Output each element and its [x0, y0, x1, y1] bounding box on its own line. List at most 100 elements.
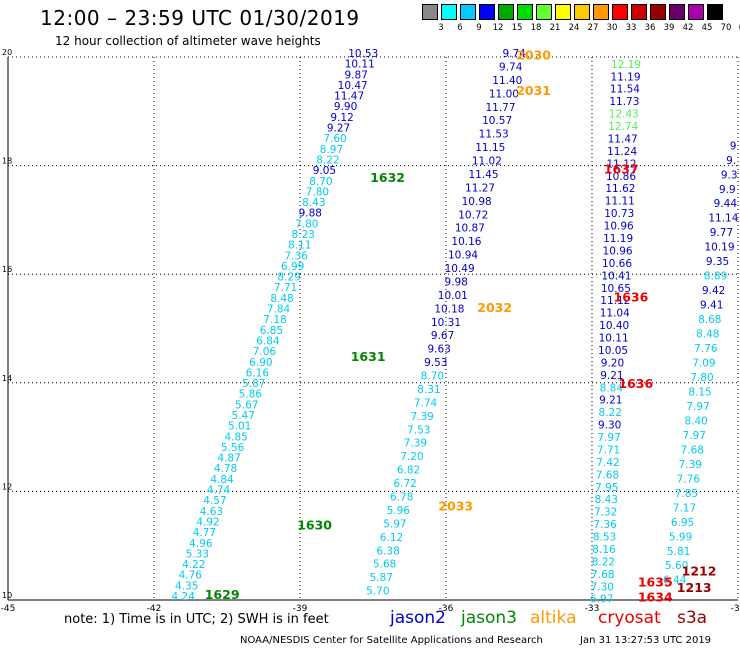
legend-swatch [422, 4, 438, 20]
pass-label: 1212 [682, 564, 717, 579]
pass-label: 1632 [370, 170, 405, 185]
swh-value: 5.70 [366, 586, 389, 598]
swh-value: 5.33 [186, 548, 209, 560]
swh-value: 8.43 [302, 197, 325, 209]
legend-label: 30 [606, 23, 618, 33]
swh-value: 9.87 [345, 69, 368, 81]
swh-value: 4.76 [179, 570, 203, 582]
swh-value: 6.12 [380, 532, 403, 544]
swh-value: 7.60 [323, 133, 346, 145]
swh-value: 11.00 [489, 88, 519, 100]
legend-swatch [650, 4, 666, 20]
pass-label: 1634 [638, 590, 673, 605]
swh-value: 9.67 [431, 330, 454, 342]
swh-value: 5.60 [665, 560, 688, 572]
swh-value: 5.56 [221, 442, 245, 454]
lon-tick-label: -36 [439, 604, 454, 614]
swh-value: 7.39 [404, 438, 427, 450]
swh-value: 7.18 [263, 314, 286, 326]
swh-value: 9.41 [700, 300, 723, 312]
swh-value: 6.90 [249, 357, 272, 369]
pass-label: 1636 [614, 289, 649, 304]
swh-value: 7.80 [295, 218, 318, 230]
swh-value: 11.11 [605, 196, 635, 208]
swh-value: 4.87 [217, 453, 240, 465]
swh-value: 11.27 [465, 182, 495, 194]
swh-value: 10.96 [603, 245, 633, 257]
legend-swatch [688, 4, 704, 20]
swh-value: 7.84 [267, 304, 291, 316]
pass-label: 1 [739, 368, 740, 383]
legend-swatch [536, 4, 552, 20]
legend-jason3: jason3 [461, 608, 517, 628]
swh-value: 8.31 [417, 384, 440, 396]
swh-value: 6.78 [390, 491, 413, 503]
pass-label: 1629 [205, 587, 240, 602]
swh-value: 4.84 [210, 474, 234, 486]
swh-value: 11.15 [475, 142, 505, 154]
swh-value: 4.77 [193, 527, 216, 539]
swh-value: 8.11 [288, 240, 311, 252]
swh-value: 10.86 [606, 171, 636, 183]
swh-value: 5.87 [242, 378, 265, 390]
swh-value: 8.84 [600, 382, 624, 394]
legend-jason2: jason2 [390, 608, 446, 628]
swh-value: 8.68 [698, 314, 721, 326]
swh-value: 7.85 [675, 488, 698, 500]
swh-value: 8.40 [684, 415, 707, 427]
pass-label: 2030 [516, 48, 551, 63]
legend-label: 15 [511, 23, 523, 33]
legend-label: 24 [568, 23, 580, 33]
legend-label: 70 [720, 23, 732, 33]
lon-tick-label: -42 [147, 604, 162, 614]
legend-label: 39 [663, 23, 675, 33]
pass-label: 1635 [638, 574, 673, 589]
pass-label: 1631 [351, 349, 386, 364]
swh-value: 8.53 [593, 532, 616, 544]
swh-value: 9.53 [424, 357, 447, 369]
swh-value: 10.98 [462, 196, 492, 208]
pass-label: 2033 [438, 498, 473, 513]
swh-value: 10.72 [458, 209, 488, 221]
legend-swatch [593, 4, 609, 20]
legend-label: 42 [682, 23, 694, 33]
swh-value: 10.53 [348, 48, 378, 60]
swh-value: 10.73 [604, 208, 634, 220]
legend-swatch [707, 4, 723, 20]
swh-value: 11.02 [472, 156, 502, 168]
swh-value: 4.78 [214, 463, 237, 475]
swh-value: 6.95 [671, 517, 694, 529]
swh-value: 8.70 [421, 371, 444, 383]
swh-value: 5.81 [667, 546, 690, 558]
legend-swatch [479, 4, 495, 20]
swh-value: 6.16 [246, 367, 270, 379]
swh-value: 9.35 [706, 256, 729, 268]
swh-value: 9.20 [601, 357, 624, 369]
generated-timestamp: Jan 31 13:27:53 UTC 2019 [580, 635, 712, 646]
swh-value: 7.09 [692, 358, 715, 370]
swh-value: 11.62 [605, 183, 635, 195]
swh-value: 5.97 [383, 518, 406, 530]
swh-value: 9.21 [599, 395, 622, 407]
swh-value: 9 [730, 140, 737, 152]
swh-value: 8.70 [309, 176, 332, 188]
legend-s3a: s3a [677, 608, 708, 628]
swh-value: 11.19 [610, 71, 640, 83]
swh-value: 5.67 [235, 399, 258, 411]
lon-tick-label: -30 [731, 604, 740, 614]
pass-label: 1637 [604, 162, 639, 177]
swh-value: 7.71 [597, 444, 620, 456]
pass-label: 2032 [477, 300, 512, 315]
swh-value: 10.05 [598, 345, 628, 357]
legend-label: 33 [625, 23, 637, 33]
swh-value: 10.87 [455, 223, 485, 235]
swh-value: 7.97 [686, 401, 709, 413]
legend-label: 18 [530, 23, 542, 33]
lat-tick-label: 20 [2, 48, 12, 57]
swh-value: 7.71 [274, 282, 297, 294]
legend-swatch [460, 4, 476, 20]
swh-value: 6.72 [393, 478, 416, 490]
swh-value: 9.30 [598, 420, 621, 432]
swh-value: 11.12 [607, 158, 637, 170]
swh-value: 6.97 [590, 594, 613, 606]
